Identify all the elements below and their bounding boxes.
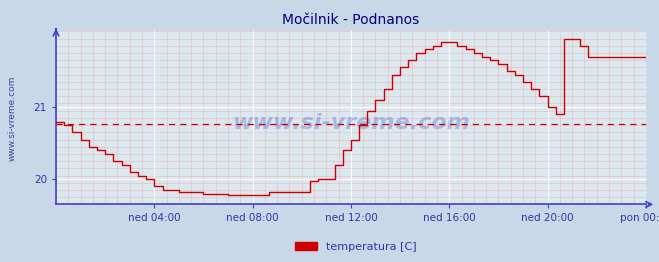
Text: www.si-vreme.com: www.si-vreme.com xyxy=(7,75,16,161)
Text: www.si-vreme.com: www.si-vreme.com xyxy=(232,113,470,133)
Legend: temperatura [C]: temperatura [C] xyxy=(291,238,421,256)
Title: Močilnik - Podnanos: Močilnik - Podnanos xyxy=(282,14,420,28)
